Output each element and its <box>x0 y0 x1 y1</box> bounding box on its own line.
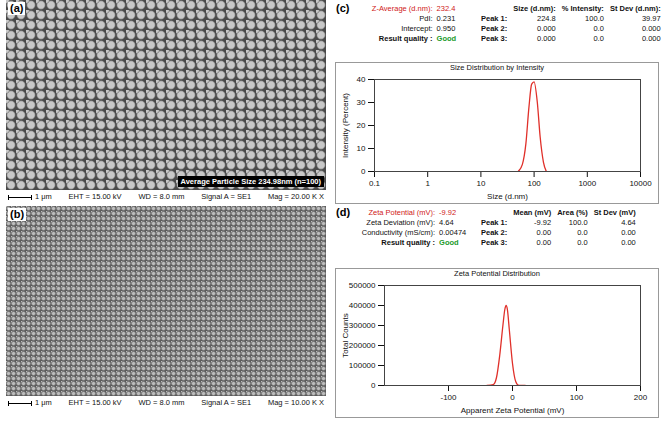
html-text:Zeta Potential (mV): -9.92: Zeta Potential (mV): -9.92 <box>368 208 457 217</box>
svg-text:400000: 400000 <box>349 301 376 310</box>
html-text:Zeta Deviation (mV): 4.64: Zeta Deviation (mV): 4.64 <box>366 218 454 227</box>
html-text:PdI: 0.231: PdI: 0.231 <box>419 14 456 23</box>
svg-text:Total Counts: Total Counts <box>341 313 350 357</box>
html-text:1 μm: 1 μm <box>35 192 52 201</box>
svg-text:100000: 100000 <box>349 361 376 370</box>
html-text:Conductivity (mS/cm): 0.00474: Conductivity (mS/cm): 0.00474 <box>361 228 467 237</box>
html-text:Peak 2:: Peak 2: <box>481 24 508 33</box>
svg-text:40: 40 <box>357 75 366 84</box>
html-text:4.64: 4.64 <box>621 218 636 227</box>
html-text:0.00: 0.00 <box>536 228 552 237</box>
html-text:Mag = 20.00 K X: Mag = 20.00 K X <box>267 192 324 201</box>
svg-text:500000: 500000 <box>349 281 376 290</box>
svg-text:100: 100 <box>527 179 541 188</box>
html-text:St Dev (d.nm):: St Dev (d.nm): <box>609 4 661 13</box>
html-text:Peak 3:: Peak 3: <box>481 238 508 247</box>
svg-text:200000: 200000 <box>349 341 376 350</box>
html-text:224.8: 224.8 <box>537 14 556 23</box>
svg-text:10000: 10000 <box>629 179 652 188</box>
html-text:(a): (a) <box>10 2 24 14</box>
html-text:0.0: 0.0 <box>577 238 588 247</box>
html-text:-9.92: -9.92 <box>534 218 552 227</box>
svg-text:-100: -100 <box>440 393 457 402</box>
svg-text:20: 20 <box>357 121 366 130</box>
html-text:0.000: 0.000 <box>641 24 661 33</box>
html-text:EHT = 15.00 kV: EHT = 15.00 kV <box>68 192 122 201</box>
html-text:Peak 3:: Peak 3: <box>481 34 508 43</box>
html-text:0.000: 0.000 <box>537 24 556 33</box>
html-text:Signal A = SE1: Signal A = SE1 <box>201 192 252 201</box>
html-text:EHT = 15.00 kV: EHT = 15.00 kV <box>68 398 122 407</box>
svg-text:Apparent Zeta Potential (mV): Apparent Zeta Potential (mV) <box>461 406 565 415</box>
html-text:Peak 2:: Peak 2: <box>481 228 508 237</box>
html-text:Area (%): Area (%) <box>557 208 588 217</box>
html-text:Zeta Potential Distribution: Zeta Potential Distribution <box>454 269 540 278</box>
html-text:Signal A = SE1: Signal A = SE1 <box>201 398 252 407</box>
html-text:0.00: 0.00 <box>621 238 636 247</box>
html-text:(b): (b) <box>10 208 24 220</box>
html-text:Peak 1:: Peak 1: <box>481 14 508 23</box>
svg-text:300000: 300000 <box>349 321 376 330</box>
html-text:0.00: 0.00 <box>536 238 552 247</box>
svg-text:0: 0 <box>371 381 376 390</box>
svg-text:Intensity (Percent): Intensity (Percent) <box>341 93 350 158</box>
html-text:1 μm: 1 μm <box>35 398 52 407</box>
html-text:(c): (c) <box>336 2 350 14</box>
html-text:% Intensity:: % Intensity: <box>561 4 604 13</box>
svg-text:0: 0 <box>510 393 515 402</box>
html-text:0.0: 0.0 <box>577 228 588 237</box>
html-text:0.00: 0.00 <box>621 228 636 237</box>
html-text:39.97: 39.97 <box>641 14 661 23</box>
html-text:Mag = 10.00 K X: Mag = 10.00 K X <box>267 398 324 407</box>
svg-text:10: 10 <box>476 179 485 188</box>
html-text:Result quality : Good: Result quality : Good <box>378 34 457 43</box>
svg-text:10: 10 <box>357 144 366 153</box>
html-text:Z-Average (d.nm): 232.4: Z-Average (d.nm): 232.4 <box>371 4 456 13</box>
html-text:Peak 1:: Peak 1: <box>481 218 508 227</box>
html-text:0.0: 0.0 <box>593 34 604 43</box>
html-text:Size (d.nm):: Size (d.nm): <box>513 4 556 13</box>
svg-text:0.1: 0.1 <box>369 179 381 188</box>
html-text:Intercept: 0.950: Intercept: 0.950 <box>401 24 456 33</box>
html-text:0.000: 0.000 <box>641 34 661 43</box>
html-text:0.000: 0.000 <box>537 34 556 43</box>
svg-text:1000: 1000 <box>578 179 596 188</box>
html-text:Size Distribution by Intensity: Size Distribution by Intensity <box>449 63 545 72</box>
html-text:Average Particle Size 234.98nm: Average Particle Size 234.98nm (n=100) <box>180 177 321 186</box>
svg-text:200: 200 <box>634 393 648 402</box>
html-text:Mean (mV): Mean (mV) <box>513 208 552 217</box>
html-text:WD = 8.0 mm: WD = 8.0 mm <box>138 192 185 201</box>
html-text:100.0: 100.0 <box>585 14 604 23</box>
html-text:St Dev (mV): St Dev (mV) <box>593 208 636 217</box>
html-text:100.0: 100.0 <box>568 218 588 227</box>
svg-text:30: 30 <box>357 98 366 107</box>
svg-text:0: 0 <box>361 167 366 176</box>
svg-text:Size (d.nm): Size (d.nm) <box>487 192 528 201</box>
html-text:0.0: 0.0 <box>593 24 604 33</box>
svg-text:100: 100 <box>570 393 584 402</box>
html-text:(d): (d) <box>336 206 350 218</box>
html-text:WD = 8.0 mm: WD = 8.0 mm <box>138 398 185 407</box>
html-text:Result quality : Good: Result quality : Good <box>381 238 459 247</box>
svg-text:1: 1 <box>425 179 430 188</box>
